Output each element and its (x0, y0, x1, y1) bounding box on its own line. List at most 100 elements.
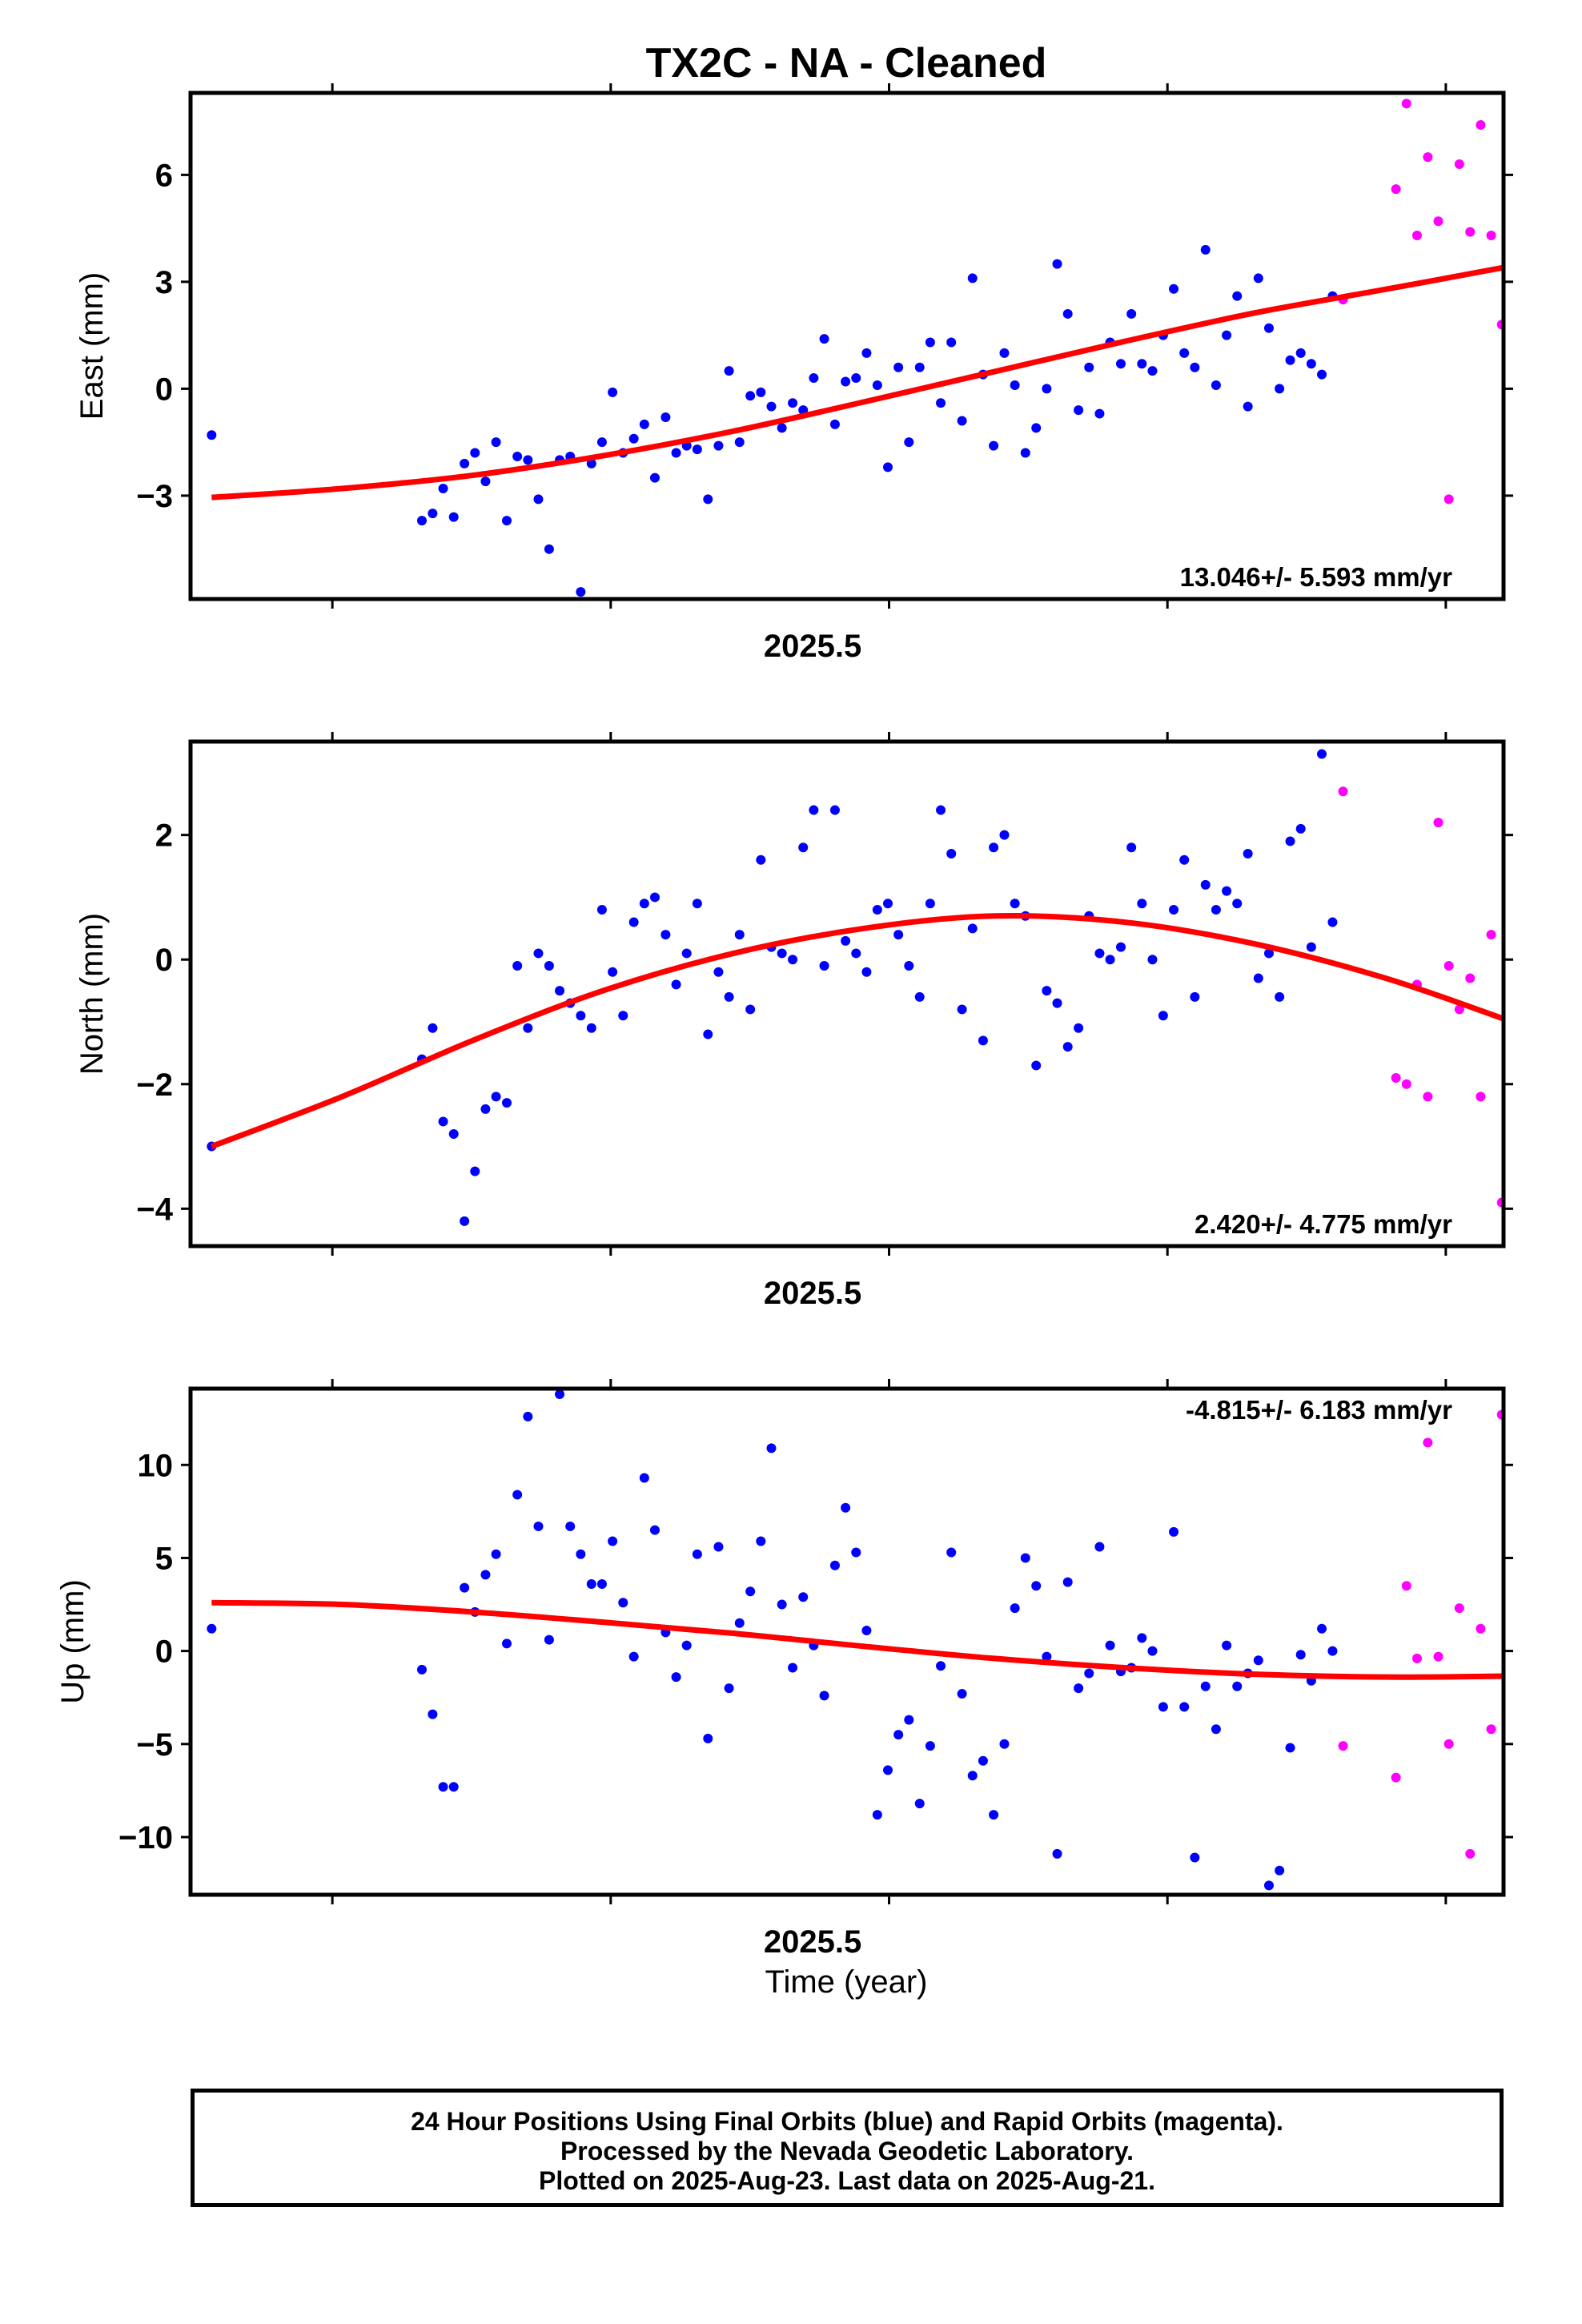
final-orbit-point (576, 587, 586, 597)
final-orbit-point (1306, 359, 1316, 369)
final-orbit-point (967, 923, 978, 934)
final-orbit-point (788, 398, 798, 408)
footer-line-3: Plotted on 2025-Aug-23. Last data on 202… (539, 2166, 1155, 2195)
final-orbit-point (819, 1691, 829, 1701)
final-orbit-point (861, 1626, 872, 1636)
final-orbit-point (936, 398, 946, 408)
final-orbit-point (882, 1765, 893, 1775)
footer-info-box: 24 Hour Positions Using Final Orbits (bl… (191, 2089, 1504, 2207)
final-orbit-point (1052, 259, 1062, 269)
final-orbit-point (1147, 1646, 1158, 1656)
final-orbit-point (416, 516, 427, 526)
final-orbit-point (1317, 369, 1327, 380)
final-orbit-point (1263, 323, 1274, 333)
rapid-orbit-point (1401, 1581, 1411, 1591)
final-orbit-point (882, 899, 893, 909)
final-orbit-point (777, 948, 787, 959)
final-orbit-point (1137, 899, 1147, 909)
final-orbit-point (1253, 1655, 1263, 1666)
y-tick-label: −10 (118, 1820, 173, 1856)
rapid-orbit-point (1391, 1073, 1401, 1083)
final-orbit-point (544, 1634, 554, 1645)
final-orbit-point (1327, 917, 1338, 927)
final-orbit-point (989, 842, 999, 853)
rapid-orbit-point (1433, 818, 1443, 828)
y-axis-label: North (mm) (74, 913, 110, 1075)
final-orbit-point (1094, 1542, 1105, 1552)
footer-line-2: Processed by the Nevada Geodetic Laborat… (560, 2137, 1134, 2165)
velocity-label: 13.046+/- 5.593 mm/yr (1180, 562, 1452, 592)
final-orbit-point (936, 805, 946, 815)
rapid-orbit-point (1486, 1724, 1496, 1735)
final-orbit-point (480, 476, 491, 487)
final-orbit-point (1232, 899, 1243, 909)
final-orbit-point (1074, 1683, 1084, 1694)
rapid-orbit-point (1338, 1741, 1348, 1751)
final-orbit-point (788, 955, 798, 965)
x-tick-label: 2025.5 (764, 629, 861, 664)
final-orbit-point (914, 362, 925, 372)
rapid-orbit-point (1508, 1228, 1517, 1238)
footer-line-1: 24 Hour Positions Using Final Orbits (bl… (411, 2107, 1283, 2136)
final-orbit-point (565, 1521, 576, 1531)
final-orbit-point (1031, 423, 1042, 433)
final-orbit-point (936, 1661, 946, 1671)
final-orbit-point (1211, 1724, 1221, 1735)
rapid-orbit-point (1476, 120, 1486, 131)
final-orbit-point (1010, 899, 1020, 909)
final-orbit-point (914, 991, 925, 1002)
final-orbit-point (703, 494, 713, 505)
final-orbit-point (1094, 948, 1105, 959)
final-orbit-point (1137, 359, 1147, 369)
final-orbit-point (533, 494, 544, 505)
final-orbit-point (1190, 991, 1200, 1002)
final-orbit-point (681, 948, 692, 959)
rapid-orbit-point (1411, 231, 1422, 241)
final-orbit-point (470, 1166, 480, 1176)
final-orbit-point (946, 337, 957, 348)
final-orbit-point (649, 892, 660, 903)
rapid-orbit-point (1338, 786, 1348, 797)
final-orbit-point (1158, 1702, 1168, 1712)
final-orbit-point (576, 1011, 586, 1021)
final-orbit-point (207, 1623, 217, 1634)
final-orbit-point (1169, 283, 1179, 294)
final-orbit-point (1062, 1577, 1073, 1587)
final-orbit-point (904, 437, 914, 448)
final-orbit-point (841, 1502, 851, 1513)
final-orbit-point (1052, 998, 1062, 1008)
final-orbit-point (713, 967, 724, 977)
final-orbit-point (1211, 905, 1221, 915)
final-orbit-point (1200, 879, 1211, 890)
final-orbit-point (798, 842, 809, 853)
y-axis-label: East (mm) (74, 272, 110, 420)
final-orbit-point (639, 899, 649, 909)
rapid-orbit-point (1508, 338, 1517, 348)
final-orbit-point (628, 433, 639, 444)
fit-curve (211, 1599, 1504, 1680)
final-orbit-point (756, 854, 766, 865)
final-orbit-point (1126, 308, 1137, 319)
final-orbit-point (809, 373, 819, 384)
final-orbit-point (608, 387, 618, 397)
final-orbit-point (745, 1004, 756, 1015)
final-orbit-point (1243, 401, 1253, 412)
final-orbit-point (671, 1672, 681, 1683)
final-orbit-point (428, 1709, 438, 1719)
final-orbit-point (734, 930, 745, 940)
final-orbit-point (596, 1578, 607, 1589)
final-orbit-point (1158, 1011, 1168, 1021)
final-orbit-point (1285, 355, 1295, 365)
final-orbit-point (841, 935, 851, 946)
final-orbit-point (861, 967, 872, 977)
final-orbit-point (480, 1104, 491, 1114)
final-orbit-point (448, 512, 459, 522)
final-orbit-point (788, 1663, 798, 1673)
final-orbit-point (1275, 991, 1285, 1002)
final-orbit-point (734, 1618, 745, 1628)
final-orbit-point (512, 451, 523, 461)
panel-frame (188, 739, 1506, 1248)
final-orbit-point (692, 1549, 702, 1559)
panel-east: 2025.5 −3 0 3 6 East (mm) 13.046+/- 5.593 mm/y… (74, 83, 1517, 664)
rapid-orbit-point (1465, 227, 1476, 237)
